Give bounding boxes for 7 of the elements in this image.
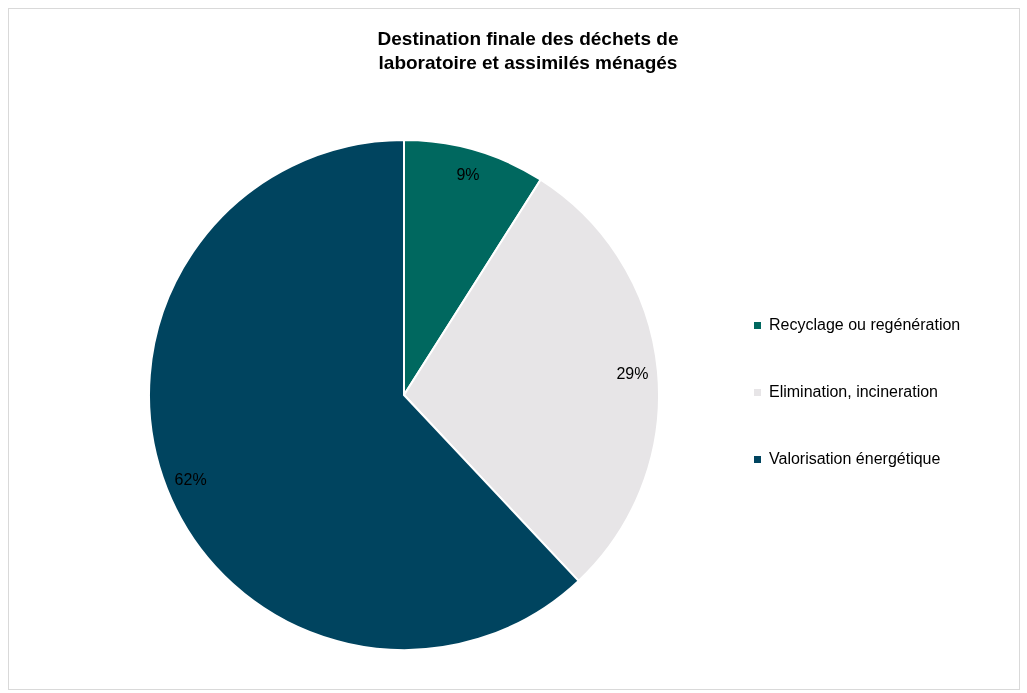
data-label: 62% bbox=[174, 470, 207, 488]
data-label: 9% bbox=[456, 166, 480, 184]
chart-title: Destination finale des déchets de laboratoire et assimilés ménagés bbox=[376, 27, 680, 75]
legend-label: Elimination, incineration bbox=[769, 382, 938, 401]
legend-label: Valorisation énergétique bbox=[769, 449, 941, 468]
legend-label: Recyclage ou regénération bbox=[769, 315, 961, 334]
data-label: 29% bbox=[616, 364, 649, 382]
